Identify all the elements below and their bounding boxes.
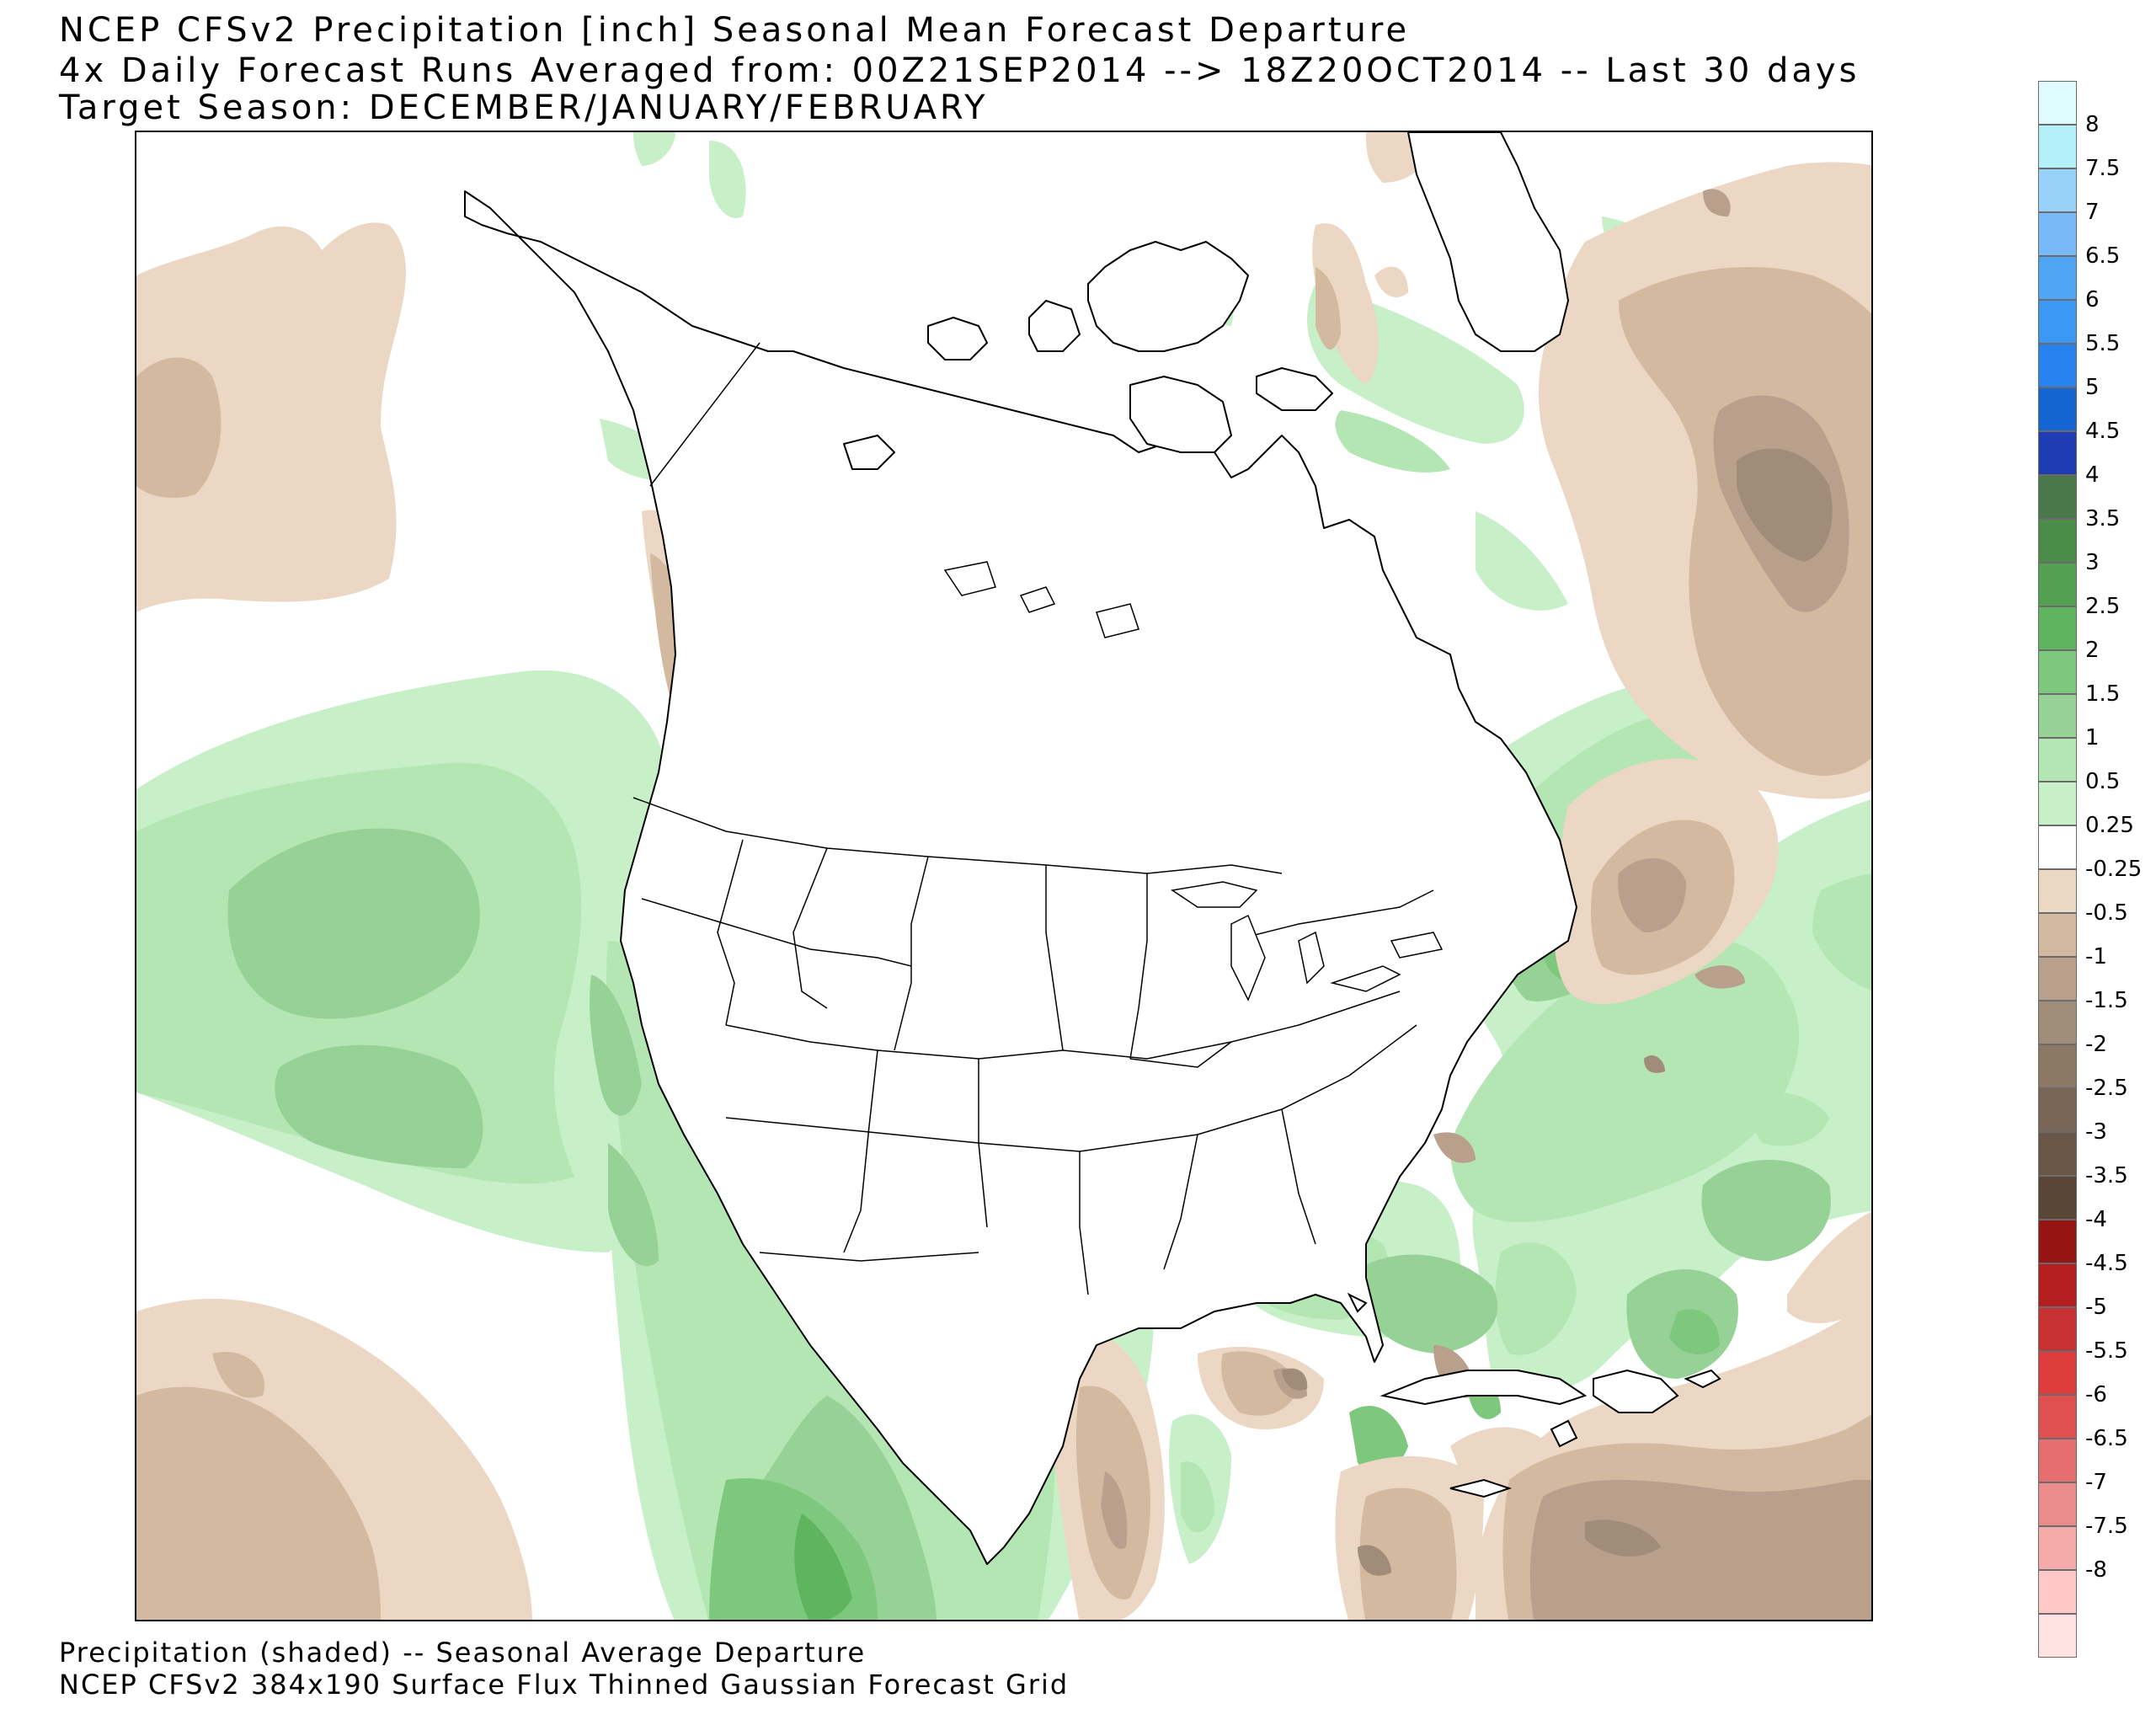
- colorbar-swatch: [2038, 387, 2077, 431]
- colorbar-label: -3: [2085, 1119, 2107, 1145]
- colorbar-label: 4.5: [2085, 419, 2121, 444]
- colorbar-label: 6.5: [2085, 243, 2121, 269]
- colorbar-swatch: [2038, 1439, 2077, 1482]
- colorbar-label: -5: [2085, 1295, 2107, 1320]
- colorbar-swatch: [2038, 1088, 2077, 1132]
- colorbar-label: 5: [2085, 375, 2100, 400]
- colorbar-label: -0.25: [2085, 857, 2143, 882]
- colorbar-label: -1: [2085, 944, 2107, 969]
- colorbar-swatch: [2038, 1614, 2077, 1658]
- title-line-2: 4x Daily Forecast Runs Averaged from: 00…: [59, 51, 1860, 90]
- colorbar-swatch: [2038, 1001, 2077, 1044]
- colorbar-swatch: [2038, 1526, 2077, 1570]
- colorbar-swatch: [2038, 1482, 2077, 1526]
- colorbar-label: 3.5: [2085, 506, 2121, 531]
- colorbar-swatch: [2038, 300, 2077, 344]
- great-lakes: [943, 561, 1444, 1001]
- colorbar-swatch: [2038, 1263, 2077, 1307]
- colorbar-swatch: [2038, 869, 2077, 913]
- colorbar-swatch: [2038, 825, 2077, 869]
- colorbar-label: 7: [2085, 200, 2100, 225]
- colorbar-swatch: [2038, 81, 2077, 125]
- colorbar-swatch: [2038, 256, 2077, 300]
- land-caribbean: [1347, 1292, 1721, 1498]
- title-line-3: Target Season: DECEMBER/JANUARY/FEBRUARY: [59, 88, 989, 127]
- colorbar-label: 5.5: [2085, 331, 2121, 356]
- colorbar-label: 2: [2085, 638, 2100, 663]
- colorbar-swatch: [2038, 1044, 2077, 1088]
- colorbar-swatch: [2038, 431, 2077, 475]
- colorbar-swatch: [2038, 1220, 2077, 1263]
- colorbar-swatch: [2038, 738, 2077, 782]
- colorbar-label: -4: [2085, 1207, 2107, 1232]
- colorbar-swatch: [2038, 1176, 2077, 1220]
- colorbar-label: -2: [2085, 1032, 2107, 1057]
- colorbar-label: -5.5: [2085, 1338, 2128, 1364]
- colorbar-label: -8: [2085, 1557, 2107, 1583]
- colorbar-swatch: [2038, 563, 2077, 606]
- colorbar-label: -6.5: [2085, 1426, 2128, 1451]
- map-panel: [135, 131, 1873, 1621]
- colorbar-swatch: [2038, 475, 2077, 519]
- colorbar-swatch: [2038, 519, 2077, 563]
- colorbar-swatch: [2038, 1351, 2077, 1395]
- colorbar-swatch: [2038, 1570, 2077, 1614]
- colorbar-label: 2.5: [2085, 594, 2121, 619]
- colorbar-swatch: [2038, 694, 2077, 738]
- colorbar-swatch: [2038, 782, 2077, 825]
- colorbar-label: -2.5: [2085, 1076, 2128, 1101]
- colorbar-label: 6: [2085, 287, 2100, 312]
- colorbar-swatch: [2038, 125, 2077, 168]
- colorbar-label: -3.5: [2085, 1163, 2128, 1188]
- colorbar-label: -6: [2085, 1382, 2107, 1407]
- colorbar-swatch: [2038, 344, 2077, 387]
- colorbar-label: 3: [2085, 550, 2100, 575]
- colorbar-label: -7.5: [2085, 1514, 2128, 1539]
- footer-line-2: NCEP CFSv2 384x190 Surface Flux Thinned …: [59, 1669, 1070, 1701]
- colorbar-label: -7: [2085, 1470, 2107, 1495]
- colorbar-label: 1: [2085, 725, 2100, 750]
- colorbar-label: 1.5: [2085, 681, 2121, 707]
- precipitation-map: [136, 132, 1871, 1620]
- colorbar-swatch: [2038, 1307, 2077, 1351]
- colorbar-label: -1.5: [2085, 988, 2128, 1013]
- colorbar-label: 8: [2085, 112, 2100, 137]
- footer-line-1: Precipitation (shaded) -- Seasonal Avera…: [59, 1637, 867, 1669]
- title-line-1: NCEP CFSv2 Precipitation [inch] Seasonal…: [59, 11, 1411, 50]
- colorbar-swatch: [2038, 168, 2077, 212]
- political-borders: [632, 342, 1434, 1295]
- shading-brown-deeper: [1282, 448, 1833, 1576]
- colorbar-swatch: [2038, 1395, 2077, 1439]
- land-north-america: [464, 132, 1577, 1565]
- colorbar-label: -4.5: [2085, 1251, 2128, 1276]
- colorbar-label: 0.25: [2085, 813, 2134, 838]
- colorbar-swatch: [2038, 212, 2077, 256]
- colorbar-swatch: [2038, 650, 2077, 694]
- colorbar-swatch: [2038, 957, 2077, 1001]
- colorbar-label: -0.5: [2085, 900, 2128, 926]
- colorbar-label: 4: [2085, 462, 2100, 488]
- colorbar-label: 7.5: [2085, 156, 2121, 181]
- colorbar-swatch: [2038, 1132, 2077, 1176]
- colorbar-swatch: [2038, 606, 2077, 650]
- colorbar-label: 0.5: [2085, 769, 2121, 794]
- colorbar-swatch: [2038, 913, 2077, 957]
